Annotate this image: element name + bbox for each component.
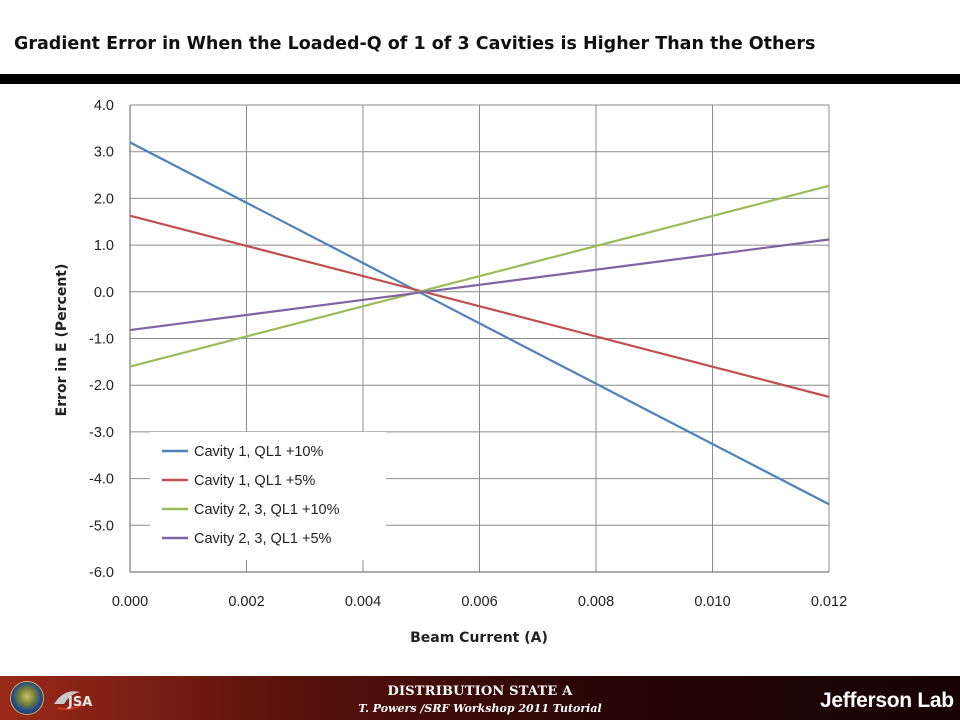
y-tick-label: -5.0 xyxy=(89,518,114,534)
line-chart: 4.0 3.0 2.0 1.0 0.0 -1.0 -2.0 -3.0 -4.0 -5.0 -6.0 0… xyxy=(54,98,847,646)
legend-label: Cavity 1, QL1 +5% xyxy=(194,473,315,489)
x-tick-label: 0.002 xyxy=(228,594,264,610)
y-tick-label: -4.0 xyxy=(89,472,114,488)
distribution-statement: DISTRIBUTION STATE A xyxy=(387,684,573,699)
y-tick-label: -1.0 xyxy=(89,332,114,348)
jefferson-lab-logo: Jefferson Lab xyxy=(820,689,954,713)
x-tick-label: 0.012 xyxy=(811,594,847,610)
series-line-1 xyxy=(129,141,830,506)
tick-labels: 4.0 3.0 2.0 1.0 0.0 -1.0 -2.0 -3.0 -4.0 -5.0 -6.0 0… xyxy=(89,98,847,610)
title-rule xyxy=(0,74,960,84)
y-tick-label: -2.0 xyxy=(89,378,114,394)
legend-label: Cavity 2, 3, QL1 +10% xyxy=(194,502,340,518)
author-credit: T. Powers /SRF Workshop 2011 Tutorial xyxy=(358,702,602,715)
x-tick-label: 0.008 xyxy=(578,594,614,610)
y-tick-label: 4.0 xyxy=(94,98,114,114)
series-lines xyxy=(129,141,830,506)
series-line-3 xyxy=(129,184,830,368)
legend-box xyxy=(150,432,386,560)
slide-title: Gradient Error in When the Loaded-Q of 1… xyxy=(14,34,816,54)
jefferson-lab-logo-text: Jefferson Lab xyxy=(820,689,954,712)
jsa-logo-icon: JSA xyxy=(54,691,92,710)
series-line-2 xyxy=(129,214,830,398)
jsa-logo-text: JSA xyxy=(67,695,92,710)
y-tick-label: 0.0 xyxy=(94,285,114,301)
doe-seal-icon xyxy=(10,681,44,715)
y-tick-label: -3.0 xyxy=(89,425,114,441)
legend: Cavity 1, QL1 +10% Cavity 1, QL1 +5% Cavit… xyxy=(150,432,386,560)
y-tick-label: 1.0 xyxy=(94,238,114,254)
y-tick-label: -6.0 xyxy=(89,565,114,581)
x-tick-label: 0.006 xyxy=(461,594,497,610)
x-tick-label: 0.010 xyxy=(694,594,730,610)
y-tick-label: 2.0 xyxy=(94,191,114,207)
x-tick-label: 0.000 xyxy=(112,594,148,610)
y-axis-title: Error in E (Percent) xyxy=(54,264,70,417)
legend-label: Cavity 1, QL1 +10% xyxy=(194,444,323,460)
legend-label: Cavity 2, 3, QL1 +5% xyxy=(194,531,332,547)
axes xyxy=(129,105,829,573)
x-tick-label: 0.004 xyxy=(345,594,381,610)
series-line-4 xyxy=(129,238,830,332)
y-tick-label: 3.0 xyxy=(94,145,114,161)
x-axis-title: Beam Current (A) xyxy=(410,630,548,646)
footer-bar: JSA DISTRIBUTION STATE A T. Powers /SRF … xyxy=(0,676,960,720)
